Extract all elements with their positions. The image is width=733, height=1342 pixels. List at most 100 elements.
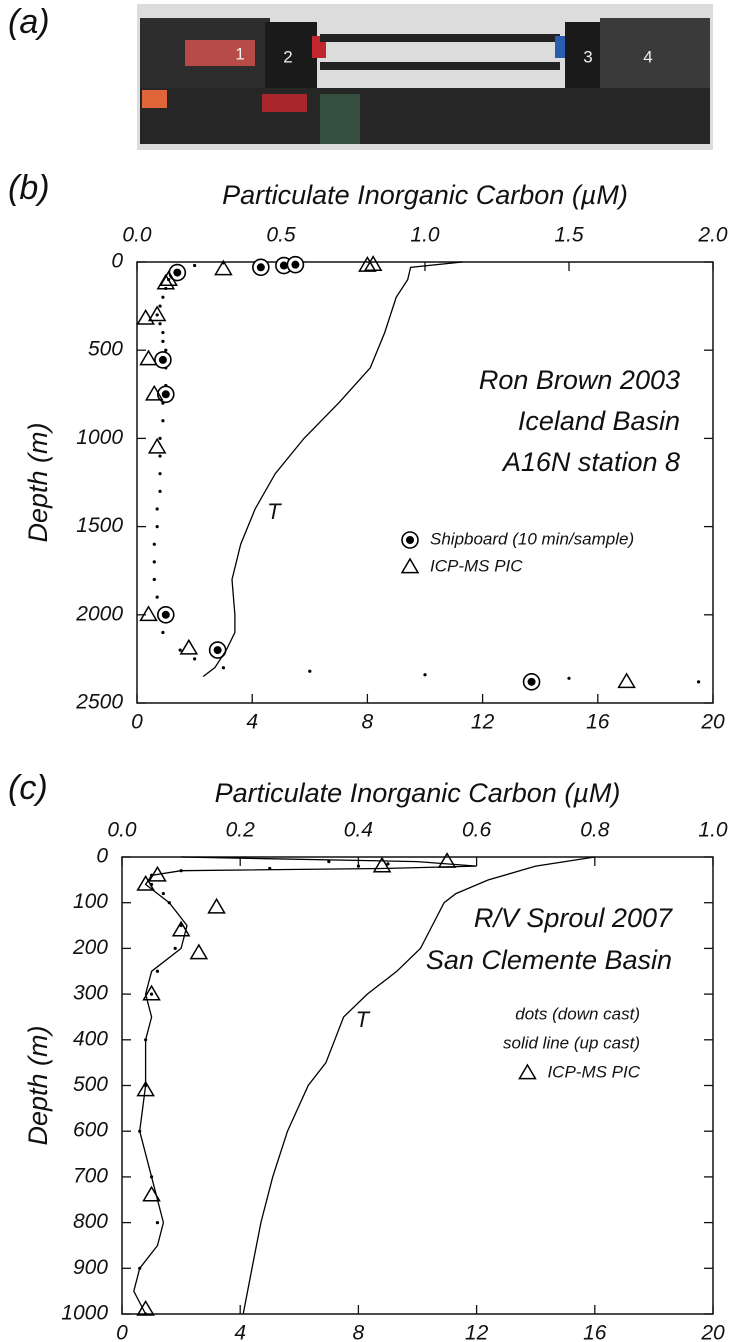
y-tick-label: 2000 [75, 602, 123, 625]
marker-dot [213, 646, 222, 655]
marker [171, 920, 191, 937]
y-tick-label: 0 [96, 845, 108, 868]
x-tick-label: 1.0 [410, 224, 440, 247]
marker-dot [406, 536, 414, 544]
x2-tick-label: 16 [586, 711, 610, 734]
marker [161, 419, 165, 423]
y-tick-label: 400 [73, 1027, 108, 1050]
annotation: San Clemente Basin [426, 945, 672, 975]
y-axis-title: Depth (m) [23, 1025, 53, 1145]
patch [262, 94, 307, 112]
marker [158, 304, 162, 308]
legend-label: ICP-MS PIC [430, 556, 523, 575]
x-tick-label: 0.0 [107, 819, 137, 842]
marker [142, 984, 161, 1001]
x2-tick-label: 8 [353, 1322, 365, 1342]
series-line [133, 856, 477, 1315]
housing [265, 22, 317, 92]
y-tick-label: 700 [73, 1164, 108, 1187]
x2-tick-label: 20 [700, 711, 725, 734]
marker [139, 349, 158, 366]
housing [565, 22, 605, 92]
marker [158, 322, 162, 326]
panel-label: (c) [8, 769, 48, 807]
marker [147, 305, 167, 322]
marker [148, 865, 167, 882]
photo: 1 2 3 4 [137, 4, 713, 150]
marker [152, 560, 156, 564]
rod [320, 62, 560, 70]
marker [149, 992, 154, 996]
marker [161, 339, 165, 343]
annotation: Iceland Basin [518, 406, 680, 436]
marker [522, 673, 541, 691]
marker [155, 1221, 160, 1225]
marker [161, 330, 165, 335]
marker [152, 542, 156, 546]
marker [139, 605, 158, 622]
y-tick-label: 800 [73, 1210, 108, 1233]
marker [189, 943, 209, 960]
marker [161, 891, 165, 896]
y-axis-title: Depth (m) [23, 422, 53, 542]
marker [617, 672, 636, 689]
marker [155, 507, 159, 511]
y-tick-label: 1000 [76, 426, 123, 449]
x2-tick-label: 20 [700, 1322, 725, 1342]
photo-label: 1 [235, 44, 244, 63]
panel-label: (a) [8, 3, 50, 41]
marker [252, 258, 270, 277]
marker-dot [173, 268, 182, 277]
marker [358, 256, 377, 272]
marker [193, 657, 197, 661]
marker [158, 489, 162, 493]
y-tick-label: 2500 [75, 691, 123, 714]
x-axis-title: Particulate Inorganic Carbon (µM) [222, 180, 628, 210]
annotation: R/V Sproul 2007 [474, 903, 673, 933]
lower-housing [140, 88, 710, 144]
marker-dot [158, 355, 167, 364]
marker-dot [161, 610, 170, 619]
marker [697, 680, 701, 684]
marker [142, 1185, 161, 1202]
y-tick-label: 100 [73, 890, 108, 913]
marker [155, 313, 159, 317]
x2-tick-label: 4 [234, 1322, 246, 1342]
marker [437, 852, 457, 868]
x2-tick-label: 16 [583, 1322, 607, 1342]
marker [208, 641, 227, 659]
marker [372, 856, 392, 873]
y-tick-label: 600 [73, 1119, 108, 1142]
marker [158, 436, 162, 440]
marker [308, 669, 312, 673]
marker-dot [291, 260, 300, 269]
y-tick-label: 1500 [76, 514, 123, 537]
marker-dot [279, 261, 288, 270]
marker [214, 259, 233, 276]
y-tick-label: 300 [73, 982, 108, 1005]
marker [155, 969, 160, 973]
marker [179, 638, 199, 655]
y-tick-label: 900 [73, 1256, 108, 1279]
marker [207, 897, 226, 914]
marker [158, 472, 162, 476]
marker [147, 437, 167, 454]
marker [567, 676, 571, 680]
x-tick-label: 1.5 [554, 224, 584, 247]
annotation: A16N station 8 [501, 447, 680, 477]
legend-marker [518, 1063, 537, 1080]
marker-dot [161, 390, 170, 399]
x2-tick-label: 8 [362, 711, 374, 734]
marker-dot [527, 677, 536, 686]
legend-marker [401, 531, 419, 549]
photo-label: 2 [283, 47, 292, 66]
series-line [242, 856, 595, 1315]
series-line [202, 261, 463, 678]
marker [158, 454, 162, 458]
marker [423, 673, 427, 677]
tape [320, 94, 360, 144]
x-tick-label: 0.2 [226, 819, 256, 842]
x2-tick-label: 0 [116, 1322, 128, 1342]
x-tick-label: 2.0 [697, 224, 728, 247]
